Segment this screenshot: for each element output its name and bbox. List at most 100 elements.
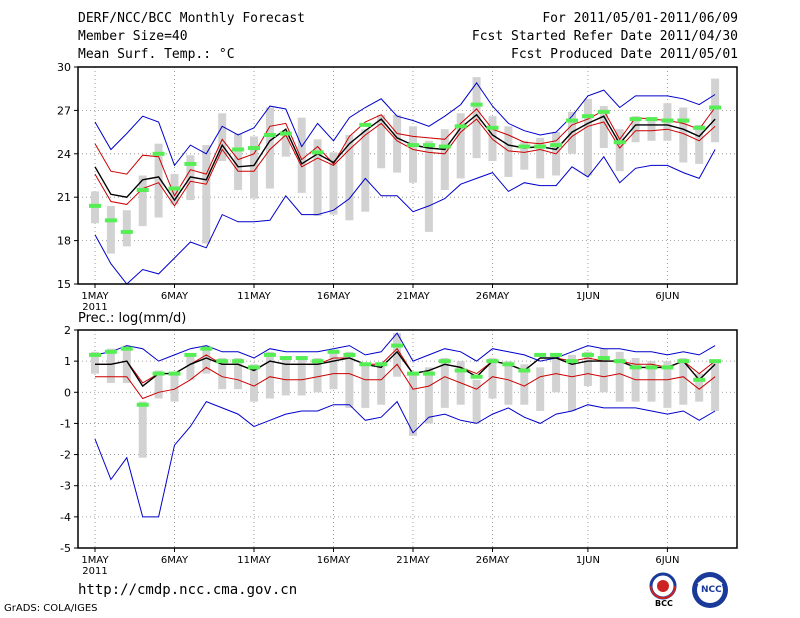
variable-label: Mean Surf. Temp.: °C bbox=[78, 47, 235, 62]
temp-median-mark bbox=[581, 114, 594, 119]
prec-spread-box bbox=[568, 354, 576, 411]
prec-spread-box bbox=[711, 361, 720, 411]
prec-median-mark bbox=[359, 362, 372, 367]
prec-spread-box bbox=[488, 358, 497, 399]
prec-median-mark bbox=[422, 371, 435, 376]
prec-spread-box bbox=[345, 351, 354, 408]
temp-median-mark bbox=[566, 118, 578, 123]
temp-ytick-label: 15 bbox=[57, 278, 71, 291]
temp-ytick-label: 24 bbox=[57, 148, 71, 161]
temp-spread-box bbox=[536, 137, 545, 179]
prec-spread-box bbox=[472, 379, 481, 424]
prec-median-mark bbox=[518, 368, 531, 373]
temp-median-mark bbox=[597, 109, 610, 114]
temp-xtick-label: 6MAY bbox=[161, 291, 189, 302]
prec-median-mark bbox=[120, 346, 133, 351]
prec-ytick-label: -1 bbox=[60, 417, 71, 430]
prec-spread-box bbox=[583, 351, 592, 387]
temp-xtick-label: 1JUN bbox=[576, 291, 600, 302]
prec-xtick-label: 6MAY bbox=[161, 555, 189, 566]
prec-spread-box bbox=[663, 361, 672, 408]
member-size: Member Size=40 bbox=[78, 29, 188, 44]
temp-ytick-label: 18 bbox=[57, 235, 71, 248]
prec-spread-box bbox=[599, 348, 608, 393]
temp-median-mark bbox=[279, 131, 292, 136]
prec-median-mark bbox=[216, 359, 229, 364]
prec-xtick-label: 1JUN bbox=[576, 555, 600, 566]
prec-median-mark bbox=[104, 349, 117, 354]
prec-xtick-label: 6JUN bbox=[655, 555, 679, 566]
prec-spread-box bbox=[424, 367, 433, 424]
temp-mean-upper-line bbox=[94, 107, 716, 197]
prec-spread-box bbox=[679, 358, 688, 405]
temp-median-mark bbox=[693, 125, 706, 130]
temp-spread-box bbox=[424, 140, 433, 232]
prec-median-mark bbox=[311, 359, 324, 364]
temp-spread-box bbox=[615, 129, 624, 172]
temp-mean-line bbox=[94, 113, 716, 202]
source-url[interactable]: http://cmdp.ncc.cma.gov.cn bbox=[78, 582, 298, 598]
temp-spread-box bbox=[154, 143, 163, 218]
prec-median-mark bbox=[566, 359, 578, 364]
temp-spread-box bbox=[647, 119, 656, 141]
prec-spread-box bbox=[361, 364, 370, 408]
prec-median-mark bbox=[89, 352, 101, 357]
prec-ytick-label: -4 bbox=[60, 511, 71, 524]
prec-median-mark bbox=[502, 362, 515, 367]
temp-median-mark bbox=[470, 102, 483, 107]
prec-spread-box bbox=[329, 351, 338, 390]
temp-spread-box bbox=[250, 136, 258, 199]
temp-frame bbox=[77, 66, 738, 285]
prec-median-mark bbox=[279, 356, 292, 361]
prec-spread-box bbox=[154, 370, 163, 399]
temp-median-mark bbox=[486, 125, 499, 130]
prec-min-line bbox=[94, 400, 716, 518]
forecast-period: For 2011/05/01-2011/06/09 bbox=[542, 11, 738, 26]
prec-median-mark bbox=[597, 356, 610, 361]
temp-median-mark bbox=[104, 218, 117, 223]
temp-xtick-year: 2011 bbox=[82, 302, 107, 313]
prec-spread-box bbox=[313, 358, 322, 393]
prec-spread-box bbox=[234, 358, 243, 390]
prec-max-line bbox=[94, 332, 716, 362]
prec-spread-box bbox=[647, 361, 656, 402]
prec-median-mark bbox=[184, 352, 197, 357]
bcc-logo: BCC bbox=[643, 570, 683, 610]
prec-spread-box bbox=[250, 364, 258, 402]
prec-median-mark bbox=[486, 359, 499, 364]
temp-spread-box bbox=[520, 140, 529, 170]
prec-median-mark bbox=[693, 377, 706, 382]
prec-xtick-label: 26MAY bbox=[476, 555, 510, 566]
temp-spread-box bbox=[583, 98, 592, 176]
forecast-produced-date: Fcst Produced Date 2011/05/01 bbox=[511, 47, 738, 62]
prec-panel-title: Prec.: log(mm/d) bbox=[78, 311, 186, 326]
temp-median-mark bbox=[136, 187, 149, 192]
temp-median-mark bbox=[359, 122, 372, 127]
prec-spread-box bbox=[536, 367, 545, 411]
prec-median-mark bbox=[661, 365, 674, 370]
temp-xtick-label: 21MAY bbox=[396, 291, 430, 302]
temp-spread-box bbox=[456, 113, 465, 179]
grads-credit: GrADS: COLA/IGES bbox=[4, 603, 98, 614]
prec-median-mark bbox=[248, 365, 260, 370]
prec-frame bbox=[77, 329, 738, 549]
prec-median-mark bbox=[327, 349, 340, 354]
forecast-started-date: Fcst Started Refer Date 2011/04/30 bbox=[471, 29, 738, 44]
prec-mean-line bbox=[95, 350, 716, 388]
temp-spread-box bbox=[393, 114, 402, 173]
temp-ytick-label: 21 bbox=[57, 191, 71, 204]
temp-ytick-label: 27 bbox=[57, 104, 71, 117]
prec-xtick-label: 1MAY bbox=[81, 555, 109, 566]
prec-spread-box bbox=[297, 358, 306, 396]
prec-spread-box bbox=[615, 351, 624, 402]
temp-median-mark bbox=[248, 146, 260, 151]
bcc-logo-text: BCC bbox=[655, 599, 673, 608]
temp-spread-box bbox=[377, 114, 386, 169]
prec-median-mark bbox=[168, 371, 181, 376]
temp-spread-box bbox=[695, 124, 704, 164]
temp-max-line bbox=[94, 82, 716, 167]
temp-xtick-label: 11MAY bbox=[237, 291, 271, 302]
temp-median-mark bbox=[534, 144, 547, 149]
